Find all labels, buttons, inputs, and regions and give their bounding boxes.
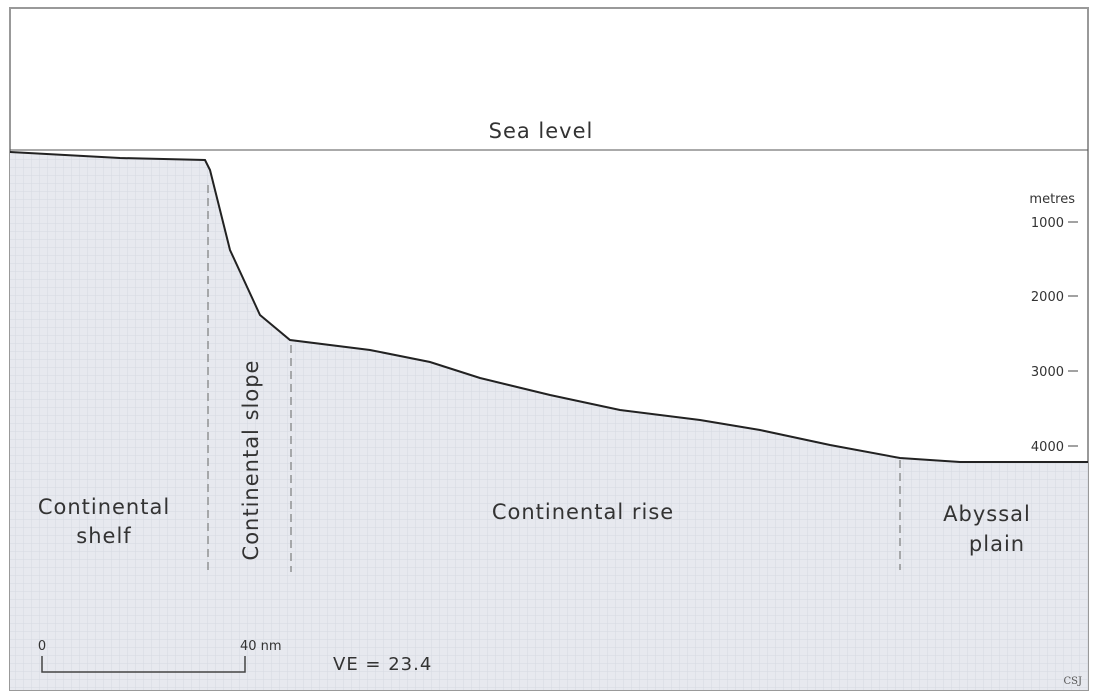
depth-tick-label: 1000 bbox=[1031, 216, 1064, 231]
zone-label: Continental rise bbox=[492, 500, 674, 524]
depth-tick-label: 4000 bbox=[1031, 440, 1064, 455]
credit: CSJ bbox=[1063, 676, 1082, 687]
depth-unit: metres bbox=[1029, 192, 1075, 207]
sea-level-label: Sea level bbox=[489, 119, 594, 143]
scale-label: 40 nm bbox=[240, 639, 282, 654]
zone-label: Abyssal bbox=[943, 502, 1031, 526]
zone-label: Continental slope bbox=[239, 360, 263, 561]
diagram: Sea level metres 1000 2000 3000 4000 Contin… bbox=[0, 0, 1093, 695]
scale-label: 0 bbox=[38, 639, 46, 654]
zone-label: plain bbox=[969, 532, 1025, 556]
depth-tick-label: 3000 bbox=[1031, 365, 1064, 380]
zone-label: shelf bbox=[76, 524, 131, 548]
zone-label: Continental bbox=[38, 495, 170, 519]
ve-label: VE = 23.4 bbox=[333, 654, 432, 675]
depth-tick-label: 2000 bbox=[1031, 290, 1064, 305]
